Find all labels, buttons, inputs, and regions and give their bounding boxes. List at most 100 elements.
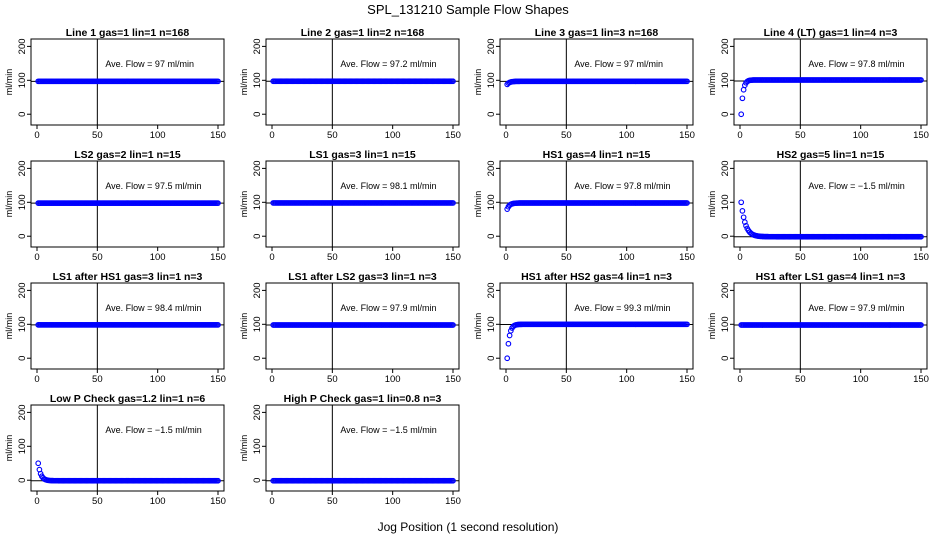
y-axis-label: ml/min [4, 69, 14, 96]
data-points [738, 199, 924, 240]
data-point [507, 327, 514, 334]
x-tick-label: 100 [619, 130, 635, 141]
x-tick-label: 100 [150, 130, 166, 141]
plot-frame [30, 404, 225, 492]
y-tick-label: 0 [486, 112, 497, 117]
data-point [918, 77, 924, 83]
x-tick-label: 0 [34, 374, 39, 385]
average-flow-annotation: Ave. Flow = −1.5 ml/min [105, 425, 201, 435]
y-tick-label: 0 [720, 356, 731, 361]
panel-title: LS1 gas=3 lin=1 n=15 [309, 149, 416, 161]
data-point [506, 332, 513, 339]
data-point [505, 340, 512, 347]
panel-9: LS1 after HS1 gas=3 lin=1 n=3 0 50 100 150 0 1… [4, 271, 226, 385]
data-points [738, 322, 924, 328]
plot-frame [499, 38, 694, 126]
y-tick-label: 100 [252, 438, 263, 454]
panel-2: Line 2 gas=1 lin=2 n=168 0 50 100 150 0 100 200… [239, 27, 461, 141]
plot-frame [733, 282, 928, 370]
x-tick-label: 100 [385, 496, 401, 507]
y-tick-label: 200 [17, 38, 28, 54]
x-tick-label: 150 [913, 130, 929, 141]
data-points [35, 78, 221, 85]
y-tick-label: 100 [252, 316, 263, 332]
y-tick-label: 0 [17, 356, 28, 361]
x-tick-label: 150 [913, 252, 929, 263]
y-tick-label: 200 [720, 282, 731, 298]
y-axis-label: ml/min [4, 191, 14, 218]
x-tick-label: 50 [327, 374, 338, 385]
y-tick-label: 0 [252, 234, 263, 239]
average-flow-annotation: Ave. Flow = −1.5 ml/min [808, 181, 904, 191]
y-tick-label: 200 [720, 38, 731, 54]
data-point [450, 78, 456, 85]
y-tick-label: 0 [17, 112, 28, 117]
y-tick-label: 200 [252, 38, 263, 54]
panel-4: Line 4 (LT) gas=1 lin=4 n=3 0 50 100 150 0 100… [707, 27, 929, 141]
data-point [450, 200, 456, 206]
y-tick-label: 200 [252, 282, 263, 298]
y-axis-label: ml/min [239, 191, 249, 218]
panel-13: Low P Check gas=1.2 lin=1 n=6 0 50 100 150 0 1… [4, 393, 226, 507]
x-tick-label: 150 [445, 374, 461, 385]
data-point [35, 460, 42, 467]
panel-10: LS1 after LS2 gas=3 lin=1 n=3 0 50 100 150 0 1… [239, 271, 461, 385]
plot-frame [265, 282, 460, 370]
data-points [270, 200, 456, 206]
x-tick-label: 100 [853, 130, 869, 141]
panel-title: HS1 after HS2 gas=4 lin=1 n=3 [521, 271, 672, 283]
data-points [270, 78, 456, 85]
y-axis-label: ml/min [4, 313, 14, 340]
y-tick-label: 200 [17, 160, 28, 176]
plot-frame [265, 404, 460, 492]
x-tick-label: 100 [150, 496, 166, 507]
x-tick-label: 50 [92, 130, 103, 141]
x-tick-label: 50 [327, 496, 338, 507]
x-tick-label: 150 [210, 252, 226, 263]
y-tick-label: 100 [486, 194, 497, 210]
panel-title: Line 2 gas=1 lin=2 n=168 [301, 27, 425, 39]
x-tick-label: 50 [561, 130, 572, 141]
panel-1: Line 1 gas=1 lin=1 n=168 0 50 100 150 0 100 200… [4, 27, 226, 141]
panel-12: HS1 after LS1 gas=4 lin=1 n=3 0 50 100 150 0 1… [707, 271, 929, 385]
data-point [504, 355, 511, 362]
data-point [215, 477, 221, 484]
y-tick-label: 200 [486, 282, 497, 298]
y-tick-label: 200 [486, 160, 497, 176]
average-flow-annotation: Ave. Flow = 97.2 ml/min [340, 59, 436, 69]
x-tick-label: 100 [619, 374, 635, 385]
average-flow-annotation: Ave. Flow = 97.9 ml/min [340, 303, 436, 313]
y-tick-label: 100 [17, 438, 28, 454]
plot-frame [733, 38, 928, 126]
x-tick-label: 50 [92, 496, 103, 507]
panel-3: Line 3 gas=1 lin=3 n=168 0 50 100 150 0 100 200… [473, 27, 695, 141]
x-tick-label: 0 [269, 374, 274, 385]
x-tick-label: 100 [619, 252, 635, 263]
data-point [918, 233, 924, 240]
x-tick-label: 100 [385, 130, 401, 141]
average-flow-annotation: Ave. Flow = 99.3 ml/min [574, 303, 670, 313]
x-tick-label: 150 [679, 252, 695, 263]
y-axis-label: ml/min [473, 313, 483, 340]
y-tick-label: 100 [252, 72, 263, 88]
panel-title: Line 3 gas=1 lin=3 n=168 [535, 27, 659, 39]
y-tick-label: 200 [252, 404, 263, 420]
data-point [684, 78, 690, 85]
y-axis-label: ml/min [239, 313, 249, 340]
y-tick-label: 0 [252, 356, 263, 361]
data-points [504, 321, 690, 362]
y-tick-label: 100 [17, 194, 28, 210]
panel-grid: Line 1 gas=1 lin=1 n=168 0 50 100 150 0 100 200… [4, 27, 929, 507]
average-flow-annotation: Ave. Flow = 98.1 ml/min [340, 181, 436, 191]
x-tick-label: 150 [210, 374, 226, 385]
x-tick-label: 0 [269, 252, 274, 263]
y-tick-label: 0 [486, 356, 497, 361]
data-point [741, 219, 748, 225]
x-tick-label: 100 [150, 252, 166, 263]
x-tick-label: 100 [385, 252, 401, 263]
x-tick-label: 50 [92, 252, 103, 263]
x-tick-label: 150 [445, 130, 461, 141]
y-tick-label: 100 [486, 316, 497, 332]
data-points [504, 78, 690, 88]
x-tick-label: 100 [150, 374, 166, 385]
